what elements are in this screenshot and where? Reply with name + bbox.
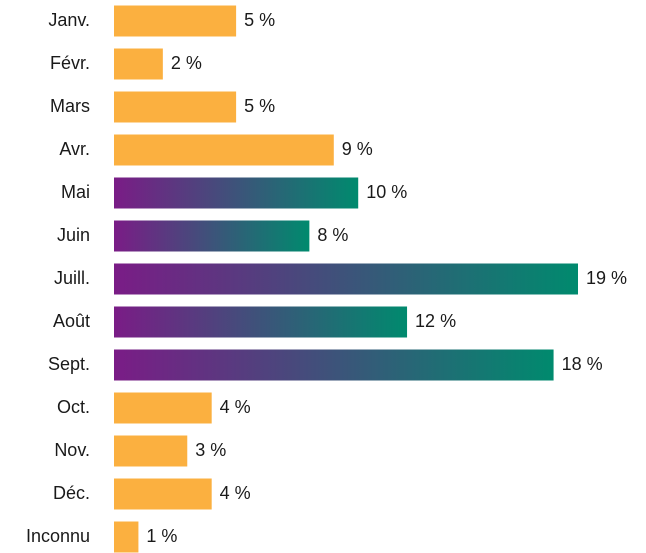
bar (114, 306, 408, 338)
category-label: Nov. (54, 440, 90, 460)
category-label: Juin (57, 225, 90, 245)
bar (114, 220, 310, 252)
bar (114, 435, 188, 467)
value-label: 10 % (366, 182, 407, 202)
category-label: Inconnu (26, 526, 90, 546)
category-label: Juill. (54, 268, 90, 288)
bar (114, 91, 237, 123)
bar (114, 48, 163, 80)
bar (114, 177, 359, 209)
bar (114, 392, 212, 424)
value-label: 5 % (244, 96, 275, 116)
bar (114, 263, 578, 295)
bar (114, 349, 554, 381)
category-label: Févr. (50, 53, 90, 73)
category-label: Sept. (48, 354, 90, 374)
value-label: 1 % (146, 526, 177, 546)
value-label: 8 % (317, 225, 348, 245)
bar (114, 521, 139, 553)
value-label: 19 % (586, 268, 627, 288)
bar (114, 134, 334, 166)
category-label: Oct. (57, 397, 90, 417)
value-label: 2 % (171, 53, 202, 73)
category-label: Mars (50, 96, 90, 116)
value-label: 4 % (220, 483, 251, 503)
category-label: Avr. (59, 139, 90, 159)
value-label: 5 % (244, 10, 275, 30)
value-label: 18 % (562, 354, 603, 374)
bar (114, 5, 237, 37)
value-label: 3 % (195, 440, 226, 460)
category-label: Août (53, 311, 90, 331)
bar (114, 478, 212, 510)
category-label: Janv. (48, 10, 90, 30)
value-label: 4 % (220, 397, 251, 417)
value-label: 12 % (415, 311, 456, 331)
value-label: 9 % (342, 139, 373, 159)
category-label: Mai (61, 182, 90, 202)
category-label: Déc. (53, 483, 90, 503)
